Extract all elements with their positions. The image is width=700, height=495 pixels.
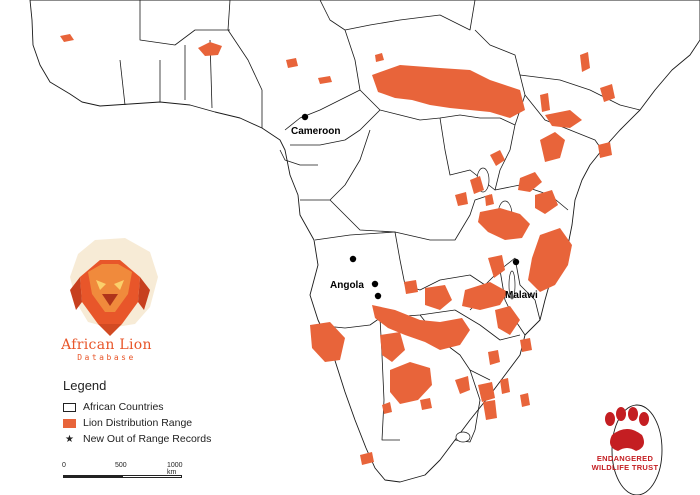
record-marker — [301, 113, 309, 121]
scale-segment-dark — [63, 475, 123, 478]
ewt-wordmark: ENDANGERED WILDLIFE TRUST — [575, 454, 675, 472]
lion-range-area — [520, 393, 530, 407]
lion-range-area — [545, 110, 582, 128]
lion-range-area — [470, 176, 484, 194]
lion-range-area — [372, 65, 525, 118]
lion-range-area — [518, 172, 542, 192]
ewt-line2: WILDLIFE TRUST — [591, 463, 659, 472]
african-lion-database-logo — [70, 238, 158, 336]
lion-range-area — [318, 76, 332, 84]
lion-range-area — [488, 350, 500, 365]
lion-range-area — [535, 190, 558, 214]
lion-range-area — [490, 150, 505, 166]
lion-range-area — [598, 142, 612, 158]
lion-range-area — [455, 192, 468, 206]
scale-tick: 500 — [115, 462, 127, 469]
lion-range-area — [580, 52, 590, 72]
lion-range-area — [455, 376, 470, 394]
scale-segment-light — [122, 475, 182, 478]
lion-range-area — [310, 322, 345, 362]
star-icon: ★ — [65, 433, 74, 445]
legend-label: African Countries — [83, 401, 164, 413]
lion-range-area — [600, 84, 615, 102]
legend-label: New Out of Range Records — [83, 433, 212, 445]
lion-range-area — [495, 306, 520, 335]
record-marker — [512, 258, 520, 266]
lion-range-area — [404, 280, 418, 294]
ewt-paw-icon — [605, 407, 649, 451]
scale-tick: 1000 km — [167, 462, 183, 476]
lion-range-area — [286, 58, 298, 68]
legend-title: Legend — [63, 378, 107, 393]
label-cameroon: Cameroon — [291, 126, 340, 137]
lion-range-area — [462, 282, 508, 310]
range-swatch — [63, 418, 76, 428]
record-marker — [371, 280, 379, 288]
lion-range-area — [60, 34, 74, 42]
lion-range-area — [520, 338, 532, 352]
lion-range-area — [488, 255, 505, 278]
lion-range-area — [483, 400, 497, 420]
scale-tick: 0 — [62, 462, 66, 469]
lion-range-area — [360, 452, 374, 465]
label-malawi: Malawi — [505, 290, 538, 301]
legend-item-records: ★ New Out of Range Records — [63, 433, 211, 445]
record-marker — [349, 255, 357, 263]
out-of-range-records — [301, 113, 520, 300]
lion-range-area — [540, 132, 565, 162]
lion-range-area — [380, 332, 405, 362]
label-angola: Angola — [330, 280, 364, 291]
lion-range-layer — [60, 34, 615, 465]
lion-range-area — [382, 402, 392, 414]
lion-range-area — [375, 53, 384, 62]
africa-landmass — [29, 0, 700, 483]
legend-item-range: Lion Distribution Range — [63, 417, 192, 429]
lion-range-area — [478, 208, 530, 240]
lion-range-area — [420, 398, 432, 410]
record-marker — [374, 292, 382, 300]
legend-item-countries: African Countries — [63, 401, 164, 413]
lion-range-area — [540, 93, 550, 112]
lion-range-area — [372, 305, 470, 350]
lion-range-area — [425, 285, 452, 310]
lion-range-area — [485, 194, 494, 206]
legend-label: Lion Distribution Range — [83, 417, 193, 429]
ewt-line1: ENDANGERED — [596, 454, 654, 463]
lion-range-area — [390, 362, 432, 404]
lion-range-area — [528, 228, 572, 292]
scale-bar: 0 500 1000 km — [62, 462, 188, 482]
ald-title: African Lion — [61, 337, 152, 353]
lion-range-area — [198, 42, 222, 56]
country-outline-swatch — [63, 402, 76, 412]
ald-subtitle: Database — [77, 353, 136, 362]
lion-range-area — [500, 378, 510, 394]
lion-range-area — [478, 382, 495, 402]
